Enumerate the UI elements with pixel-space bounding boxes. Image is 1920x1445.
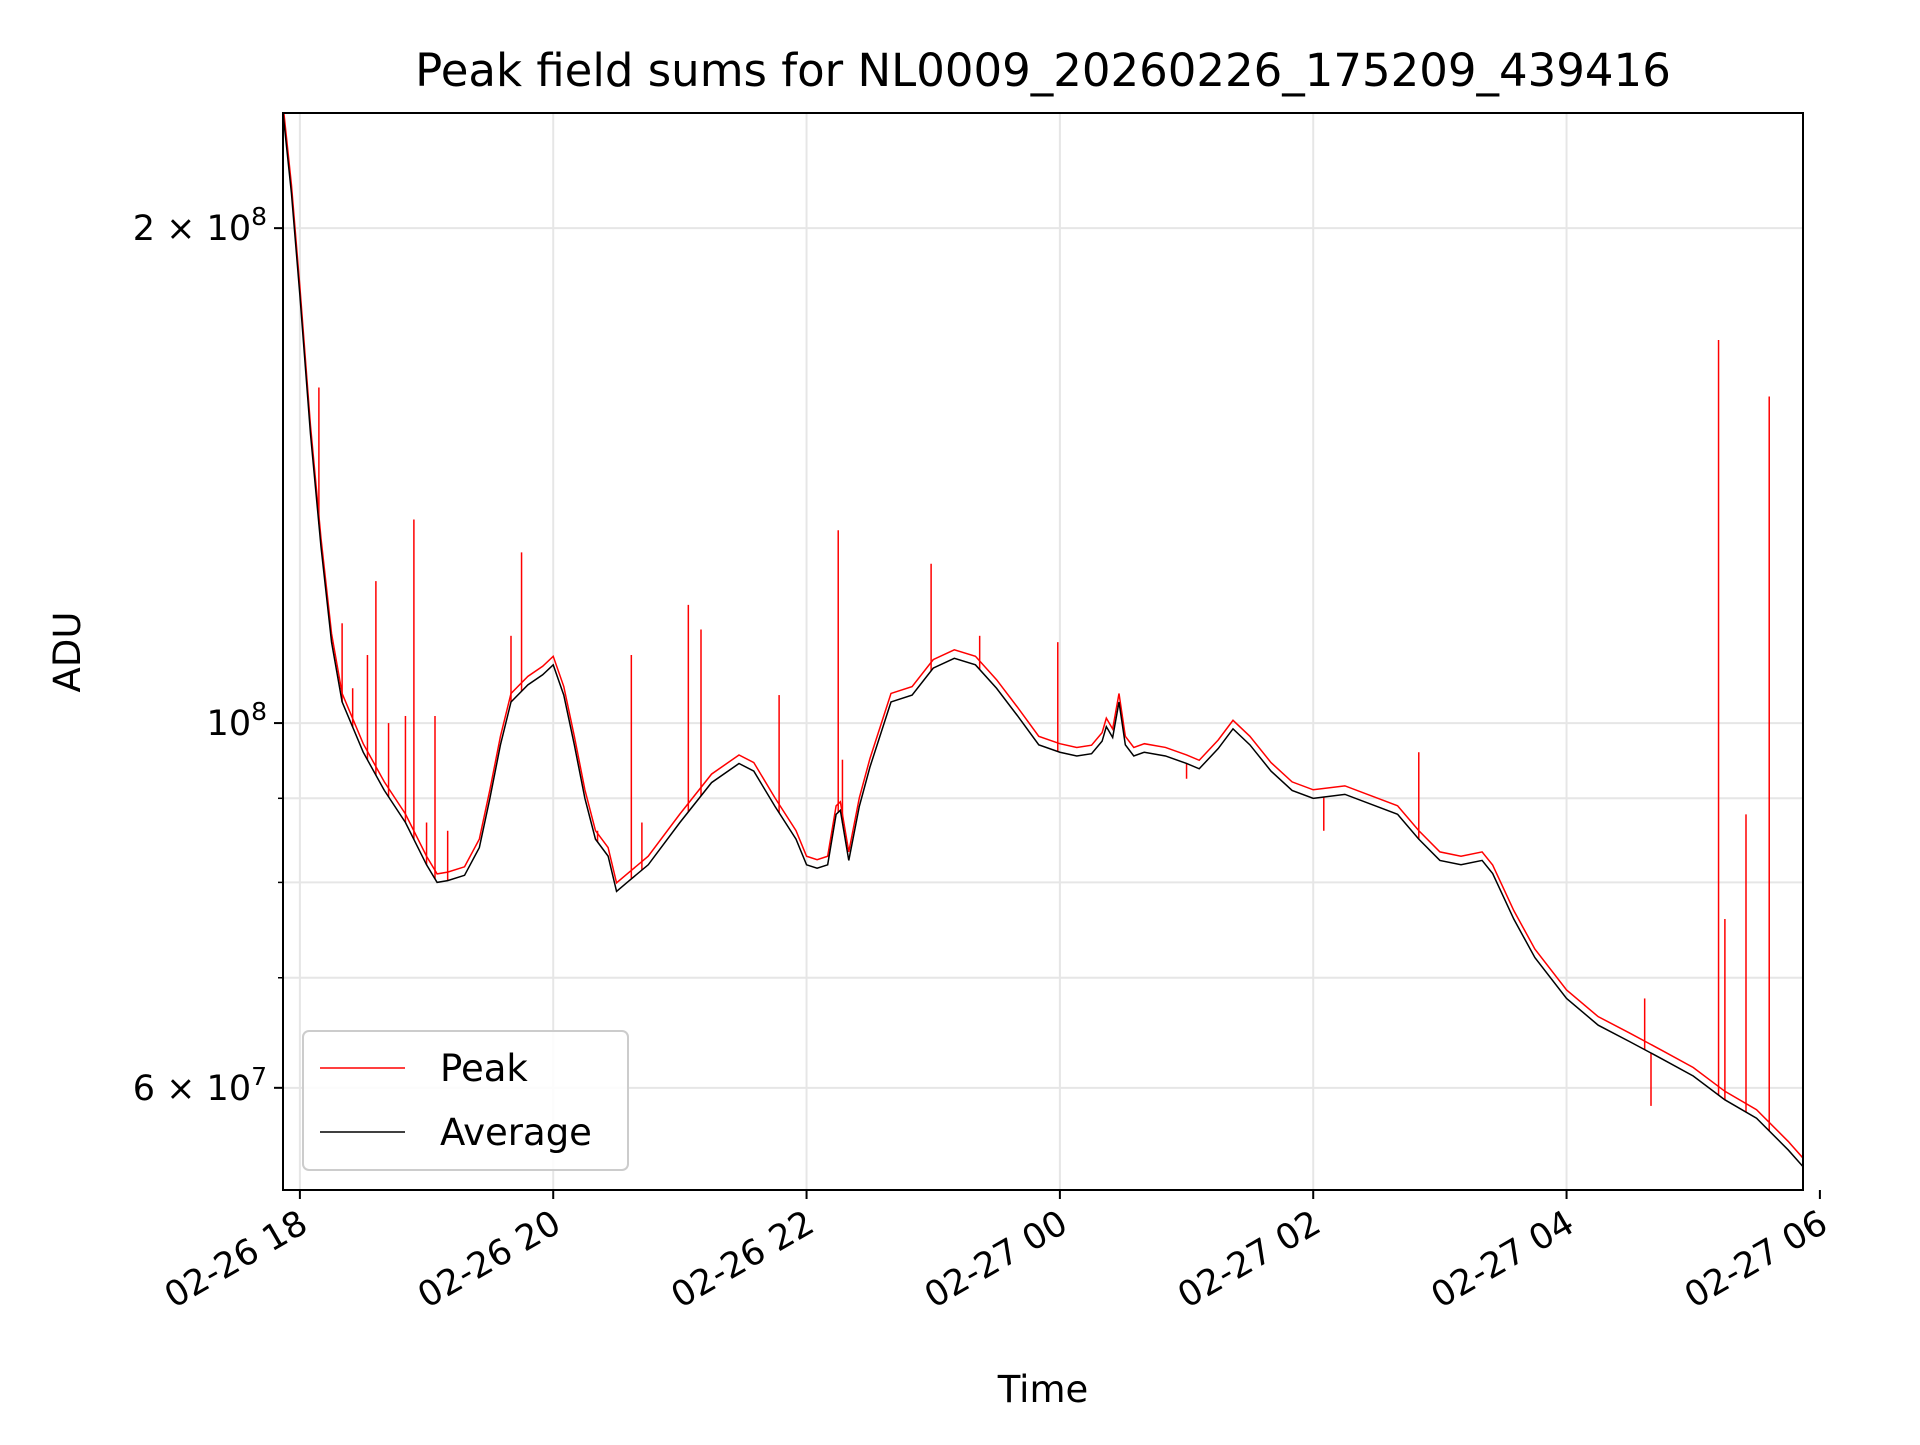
- y-tick-label: 6 × 107: [133, 1062, 267, 1109]
- chart-title: Peak field sums for NL0009_20260226_1752…: [415, 44, 1671, 97]
- x-axis-label: Time: [997, 1368, 1089, 1411]
- plot-frame: [282, 112, 1804, 1191]
- series-line-peak: [283, 113, 1803, 1160]
- legend-box: [302, 1030, 629, 1171]
- legend-label-peak: Peak: [440, 1047, 528, 1090]
- grid-lines: [283, 113, 1803, 1190]
- legend-label-average: Average: [440, 1111, 592, 1154]
- y-axis-label: ADU: [46, 612, 89, 693]
- series-line-average: [283, 113, 1803, 1168]
- series-layer: [283, 113, 1803, 1168]
- legend: Peak Average: [302, 1030, 629, 1171]
- y-tick-label: 2 × 108: [133, 202, 267, 249]
